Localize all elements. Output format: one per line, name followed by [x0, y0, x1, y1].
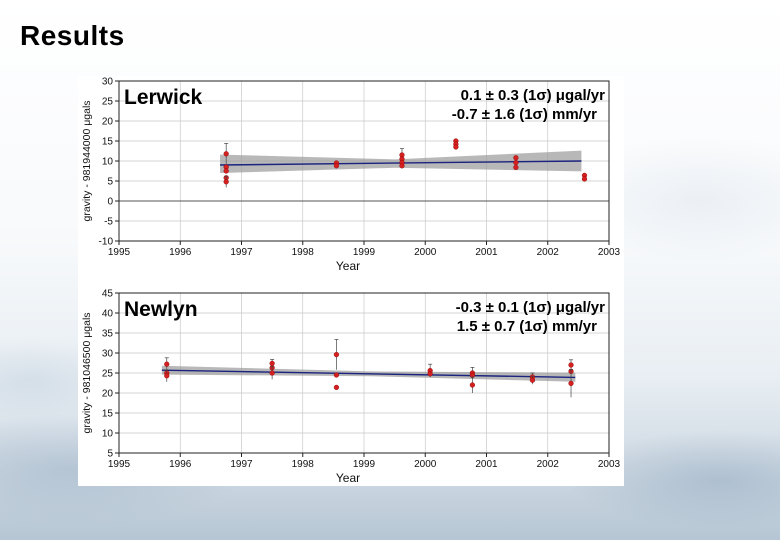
- newlyn-data-point: [333, 352, 340, 358]
- lerwick-x-tick-label: 1999: [353, 247, 376, 258]
- newlyn-x-tick-label: 1999: [353, 459, 376, 470]
- lerwick-panel: 1995 1996 1997 1998 1999 2000 2001 2002 2003 -10 -…: [81, 77, 621, 274]
- page-title: Results: [20, 20, 125, 51]
- newlyn-data-point: [568, 362, 574, 368]
- lerwick-data-point: [453, 144, 459, 150]
- newlyn-height-rate: 1.5 ± 0.7 (1σ) mm/yr: [457, 318, 597, 335]
- gravity-charts: 1995 1996 1997 1998 1999 2000 2001 2002 2003 -10 -…: [81, 77, 621, 486]
- newlyn-x-tick-label: 1998: [292, 459, 315, 470]
- lerwick-y-tick-label: 10: [102, 157, 114, 168]
- lerwick-y-tick-label: 20: [102, 117, 114, 128]
- newlyn-x-tick-label: 2001: [475, 459, 498, 470]
- newlyn-x-tick-label: 2002: [537, 459, 560, 470]
- newlyn-data-point: [164, 361, 170, 367]
- lerwick-y-tick-label: 15: [102, 137, 114, 148]
- lerwick-data-point: [581, 176, 588, 182]
- lerwick-data-point: [513, 164, 519, 171]
- newlyn-trend-line: [161, 369, 576, 379]
- newlyn-data-point: [164, 373, 170, 379]
- newlyn-y-tick-label: 35: [102, 329, 114, 340]
- newlyn-x-tick-label: 1995: [108, 459, 131, 470]
- lerwick-data-point: [223, 179, 229, 185]
- lerwick-y-tick-label: 5: [107, 177, 113, 188]
- newlyn-gravity-rate: -0.3 ± 0.1 (1σ) μgal/yr: [456, 299, 606, 316]
- newlyn-x-tick-label: 1997: [230, 459, 253, 470]
- newlyn-data-point: [333, 384, 340, 391]
- lerwick-x-tick-label: 2002: [537, 247, 560, 258]
- lerwick-gravity-rate: 0.1 ± 0.3 (1σ) μgal/yr: [461, 87, 606, 104]
- lerwick-y-tick-label: -5: [104, 217, 113, 228]
- newlyn-data-point: [269, 360, 275, 367]
- lerwick-station-name: Lerwick: [124, 86, 203, 109]
- newlyn-x-tick-label: 2003: [598, 459, 621, 470]
- lerwick-height-rate: -0.7 ± 1.6 (1σ) mm/yr: [452, 106, 597, 123]
- lerwick-data-point: [513, 155, 519, 161]
- lerwick-x-tick-label: 1998: [292, 247, 315, 258]
- newlyn-x-tick-label: 2000: [414, 459, 437, 470]
- lerwick-y-tick-label: 25: [102, 97, 114, 108]
- lerwick-x-axis-label: Year: [336, 259, 360, 273]
- lerwick-data-point: [223, 151, 229, 157]
- lerwick-x-tick-label: 1997: [230, 247, 253, 258]
- newlyn-y-tick-label: 25: [102, 369, 114, 380]
- newlyn-x-axis-label: Year: [336, 471, 360, 485]
- newlyn-data-point: [469, 382, 476, 388]
- lerwick-x-tick-label: 1996: [169, 247, 192, 258]
- newlyn-y-tick-label: 40: [102, 309, 114, 320]
- lerwick-x-tick-label: 2000: [414, 247, 437, 258]
- newlyn-y-tick-label: 10: [102, 429, 114, 440]
- lerwick-x-tick-label: 2003: [598, 247, 621, 258]
- newlyn-y-tick-label: 30: [102, 349, 114, 360]
- newlyn-data-point: [427, 371, 433, 377]
- newlyn-panel: 1995 1996 1997 1998 1999 2000 2001 2002 2003 5 10 1…: [81, 289, 621, 486]
- newlyn-y-axis-label: gravity - 981046500 μgals: [81, 312, 93, 433]
- newlyn-y-tick-label: 20: [102, 389, 114, 400]
- lerwick-y-tick-label: 0: [107, 197, 113, 208]
- lerwick-data-point: [399, 163, 405, 169]
- newlyn-x-tick-label: 1996: [169, 459, 192, 470]
- lerwick-data-point: [333, 163, 340, 169]
- lerwick-x-tick-label: 1995: [108, 247, 131, 258]
- newlyn-data-point: [269, 370, 275, 376]
- newlyn-station-name: Newlyn: [124, 298, 198, 321]
- newlyn-y-tick-label: 15: [102, 409, 114, 420]
- lerwick-x-tick-label: 2001: [475, 247, 498, 258]
- lerwick-y-tick-label: 30: [102, 77, 114, 88]
- lerwick-y-tick-label: -10: [99, 237, 114, 248]
- lerwick-data-point: [223, 168, 229, 174]
- newlyn-y-tick-label: 45: [102, 289, 114, 300]
- newlyn-y-tick-label: 5: [107, 449, 113, 460]
- gravity-figure: 1995 1996 1997 1998 1999 2000 2001 2002 2003 -10 -…: [78, 76, 624, 486]
- newlyn-data-point: [333, 372, 340, 378]
- newlyn-data-point: [568, 380, 574, 387]
- lerwick-data-point: [513, 159, 519, 166]
- lerwick-y-axis-label: gravity - 981944000 μgals: [81, 100, 93, 221]
- newlyn-data-point: [529, 377, 536, 383]
